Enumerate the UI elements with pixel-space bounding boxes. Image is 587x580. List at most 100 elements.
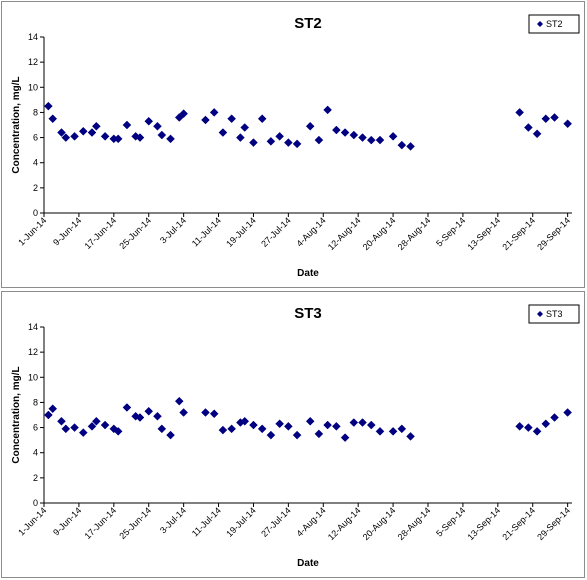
data-point [314, 429, 324, 439]
x-tick-label: 1-Jun-14 [16, 215, 48, 247]
x-tick-label: 20-Aug-14 [361, 505, 398, 542]
data-point [61, 424, 71, 434]
y-tick-label: 4 [33, 158, 38, 168]
x-tick-label: 11-Jul-14 [190, 505, 223, 538]
data-point [340, 128, 350, 137]
x-tick-label: 29-Sep-14 [535, 505, 572, 542]
y-tick-label: 14 [28, 322, 38, 332]
data-point [515, 421, 524, 431]
x-tick-label: 27-Jul-14 [259, 505, 293, 539]
data-point [78, 126, 88, 136]
legend-label: ST3 [546, 309, 563, 319]
y-tick-label: 0 [33, 498, 38, 508]
x-tick-label: 11-Jul-14 [190, 215, 223, 248]
y-tick-label: 0 [33, 208, 38, 218]
data-point [515, 108, 524, 117]
data-point [332, 421, 341, 431]
x-tick-label: 19-Jul-14 [224, 505, 258, 539]
legend-label: ST2 [546, 19, 563, 29]
data-point [201, 115, 210, 125]
legend-marker [537, 311, 543, 317]
data-point [166, 134, 175, 144]
data-point [87, 421, 97, 431]
data-point [57, 128, 66, 137]
data-point [135, 133, 145, 142]
x-tick-label: 9-Jun-14 [51, 505, 83, 537]
data-point [92, 416, 101, 426]
data-point [366, 420, 376, 430]
x-tick-label: 1-Jun-14 [16, 505, 48, 537]
data-point [240, 416, 250, 426]
data-point [284, 138, 293, 147]
x-tick-label: 17-Jun-14 [83, 215, 119, 251]
data-point [249, 138, 258, 147]
data-point [406, 432, 415, 441]
data-point [397, 140, 407, 150]
data-point [541, 419, 551, 429]
data-point [397, 424, 407, 434]
data-point [563, 119, 572, 129]
data-point [70, 131, 79, 141]
data-point [70, 423, 79, 432]
x-tick-label: 5-Sep-14 [434, 215, 467, 248]
data-point [87, 128, 97, 137]
data-point [284, 421, 293, 431]
y-tick-label: 14 [28, 32, 38, 42]
chart-panel-st3: ST3 0 2 4 6 8 10 12 14 1-Jun-14 9-Jun-14 17-Jun-14 2… [1, 291, 585, 578]
data-point [314, 135, 324, 145]
x-tick-label: 5-Sep-14 [434, 505, 467, 538]
data-point [323, 105, 332, 115]
legend-box [528, 304, 580, 324]
y-tick-label: 2 [33, 183, 38, 193]
x-tick-label: 25-Jun-14 [117, 215, 153, 251]
data-point [257, 114, 267, 124]
data-point [61, 133, 71, 142]
data-point [266, 430, 276, 440]
y-tick-label: 6 [33, 133, 38, 143]
data-point [113, 134, 123, 144]
x-tick-label: 28-Aug-14 [396, 505, 433, 542]
x-tick-label: 21-Sep-14 [500, 215, 537, 252]
data-point [305, 121, 315, 131]
data-point [257, 424, 267, 434]
data-point [157, 424, 167, 434]
y-tick-label: 8 [33, 107, 38, 117]
data-point [57, 416, 66, 426]
data-point [135, 413, 145, 422]
data-point [524, 423, 533, 432]
data-point [218, 128, 228, 137]
data-point [48, 114, 58, 124]
x-tick-label: 4-Aug-14 [294, 505, 327, 538]
data-point [532, 426, 542, 436]
data-point [332, 125, 341, 135]
data-point [524, 123, 533, 132]
data-point [218, 425, 228, 435]
data-point [375, 135, 385, 145]
x-axis-title: Date [297, 558, 319, 569]
data-point [388, 426, 398, 436]
data-point [44, 410, 53, 420]
data-point [174, 396, 184, 406]
x-tick-label: 19-Jul-14 [224, 215, 258, 249]
data-point [340, 433, 350, 442]
x-tick-label: 3-Jul-14 [158, 215, 188, 245]
x-tick-label: 13-Sep-14 [465, 215, 502, 252]
data-point [375, 426, 385, 436]
x-tick-label: 17-Jun-14 [83, 505, 119, 541]
x-tick-label: 4-Aug-14 [294, 215, 327, 248]
data-point [153, 121, 162, 131]
data-point [201, 408, 210, 417]
data-point [388, 131, 398, 141]
y-tick-label: 4 [33, 448, 38, 458]
data-point [44, 101, 53, 111]
x-tick-label: 28-Aug-14 [396, 215, 433, 252]
data-point [266, 136, 276, 146]
data-point [144, 406, 154, 416]
x-tick-label: 12-Aug-14 [326, 505, 363, 542]
data-point [227, 424, 236, 434]
y-tick-label: 12 [28, 57, 38, 67]
y-tick-label: 6 [33, 423, 38, 433]
x-tick-label: 3-Jul-14 [158, 505, 188, 535]
